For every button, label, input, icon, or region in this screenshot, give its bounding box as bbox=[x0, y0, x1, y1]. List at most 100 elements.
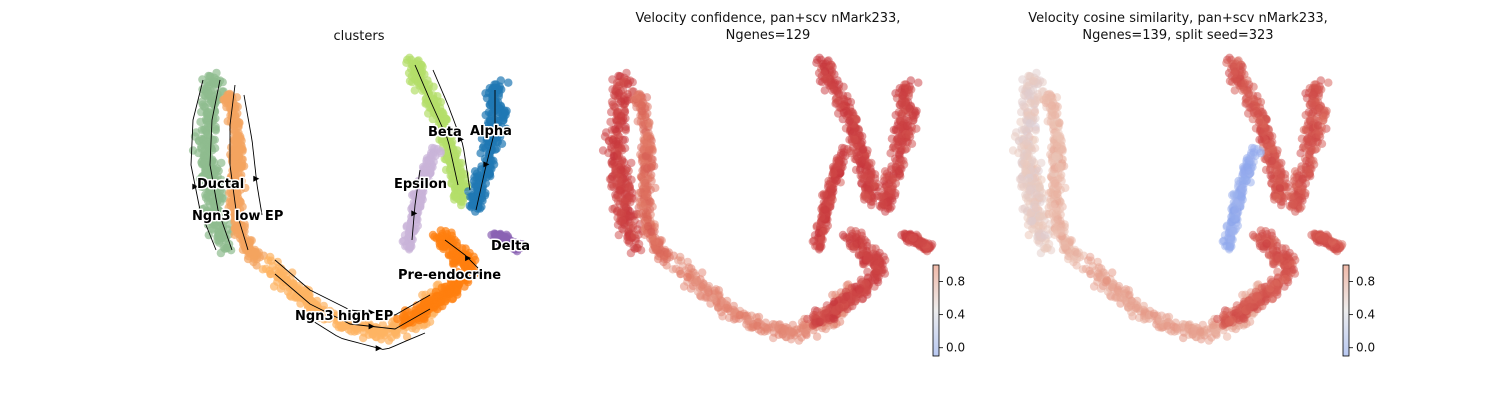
cosine-point bbox=[1027, 217, 1036, 226]
cluster-point bbox=[442, 239, 451, 248]
confidence-point bbox=[803, 314, 812, 324]
cluster-point bbox=[319, 315, 329, 324]
cluster-points bbox=[188, 53, 527, 345]
streamline-arrow bbox=[368, 309, 375, 316]
cosine-point bbox=[1034, 79, 1043, 88]
confidence-point bbox=[899, 156, 908, 165]
confidence-point bbox=[753, 321, 762, 330]
cluster-point bbox=[411, 306, 420, 315]
confidence-point bbox=[745, 315, 755, 324]
confidence-point bbox=[869, 193, 878, 203]
cluster-point bbox=[231, 152, 240, 161]
velocity-streamline bbox=[299, 312, 426, 350]
cosine-point bbox=[1026, 208, 1035, 218]
streamline-arrow bbox=[192, 183, 199, 190]
confidence-point bbox=[815, 317, 824, 326]
cluster-point bbox=[305, 290, 314, 299]
cluster-point bbox=[204, 177, 213, 186]
confidence-point bbox=[713, 303, 723, 312]
confidence-point bbox=[615, 119, 625, 128]
cluster-point bbox=[455, 183, 464, 193]
cosine-point bbox=[1096, 284, 1106, 293]
confidence-point bbox=[639, 117, 648, 126]
velocity-confidence-panel: Velocity confidence, pan+scv nMark233, N… bbox=[598, 11, 965, 357]
confidence-point bbox=[692, 276, 702, 285]
confidence-point bbox=[894, 166, 903, 176]
confidence-point bbox=[641, 152, 650, 161]
velocity-streamline bbox=[475, 90, 496, 211]
confidence-point bbox=[917, 237, 927, 246]
cluster-point bbox=[447, 156, 456, 166]
panel2-colorbar-bar bbox=[932, 264, 940, 357]
cosine-point bbox=[1093, 257, 1102, 267]
confidence-point bbox=[614, 192, 623, 202]
confidence-point bbox=[617, 217, 626, 226]
confidence-point bbox=[820, 205, 830, 214]
confidence-point bbox=[616, 208, 625, 218]
cosine-point bbox=[1034, 166, 1043, 175]
cluster-point bbox=[493, 121, 503, 130]
cosine-points bbox=[1008, 53, 1347, 345]
confidence-point bbox=[607, 174, 616, 184]
confidence-point bbox=[729, 301, 738, 311]
cosine-point bbox=[1069, 254, 1079, 263]
confidence-point bbox=[676, 252, 685, 262]
cluster-point bbox=[214, 166, 223, 175]
cluster-point bbox=[230, 230, 239, 239]
cluster-point bbox=[288, 283, 297, 292]
confidence-point bbox=[704, 282, 714, 291]
streamline-arrow bbox=[457, 136, 464, 143]
cosine-point bbox=[1108, 268, 1117, 277]
confidence-point bbox=[841, 292, 851, 301]
cosine-point bbox=[1053, 222, 1063, 231]
cluster-point bbox=[435, 135, 444, 144]
cosine-point bbox=[1034, 221, 1044, 231]
cosine-point bbox=[1049, 117, 1058, 126]
confidence-point bbox=[640, 230, 649, 239]
confidence-point bbox=[615, 186, 624, 195]
confidence-point bbox=[828, 62, 837, 71]
cosine-point bbox=[1056, 134, 1065, 143]
confidence-point bbox=[886, 149, 895, 158]
cosine-point bbox=[1032, 96, 1042, 106]
cluster-label: Alpha bbox=[470, 124, 512, 139]
cosine-point bbox=[1025, 119, 1035, 128]
panel2-colorbar: 0.80.40.0 bbox=[932, 264, 965, 357]
cluster-point bbox=[234, 145, 244, 155]
cluster-point bbox=[266, 252, 275, 262]
cosine-point bbox=[1102, 276, 1112, 285]
cosine-point bbox=[1072, 261, 1081, 270]
confidence-point bbox=[850, 127, 859, 136]
confidence-point bbox=[614, 71, 623, 81]
cluster-point bbox=[469, 199, 478, 208]
confidence-point bbox=[871, 250, 881, 260]
confidence-point bbox=[830, 315, 839, 324]
confidence-point bbox=[841, 107, 851, 116]
cluster-point bbox=[399, 310, 408, 320]
cluster-point bbox=[402, 332, 412, 341]
cluster-point bbox=[431, 292, 441, 301]
cluster-point bbox=[498, 233, 508, 242]
confidence-point bbox=[816, 242, 825, 252]
cosine-point bbox=[1018, 85, 1027, 94]
cluster-point bbox=[393, 314, 402, 324]
confidence-point bbox=[863, 285, 872, 295]
cluster-point bbox=[409, 69, 419, 78]
confidence-point bbox=[646, 134, 655, 143]
confidence-point bbox=[840, 95, 849, 105]
confidence-point bbox=[879, 199, 888, 208]
cosine-point bbox=[1060, 241, 1069, 250]
confidence-point bbox=[819, 189, 828, 199]
cosine-point bbox=[1174, 323, 1183, 332]
cluster-point bbox=[206, 208, 215, 218]
cosine-point bbox=[1035, 212, 1044, 221]
cluster-point bbox=[236, 134, 245, 143]
confidence-point bbox=[819, 227, 828, 237]
confidence-point bbox=[794, 336, 804, 345]
confidence-point bbox=[829, 184, 838, 193]
velocity-streamline bbox=[274, 273, 431, 330]
confidence-point bbox=[809, 310, 818, 320]
cosine-point bbox=[1024, 192, 1033, 202]
confidence-point bbox=[625, 212, 634, 221]
